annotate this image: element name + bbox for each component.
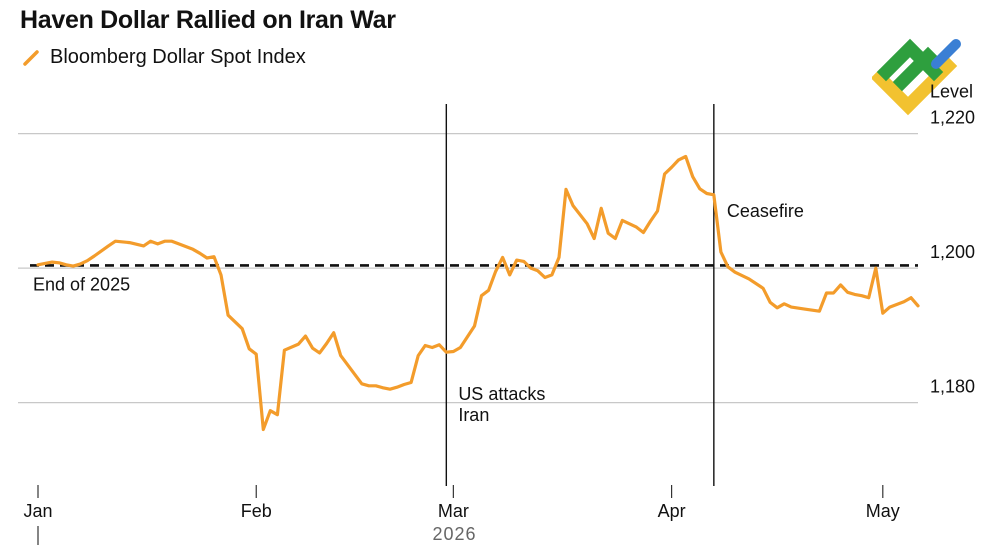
x-tick-label: May — [866, 501, 900, 521]
x-tick-label: Jan — [23, 501, 52, 521]
chart-title: Haven Dollar Rallied on Iran War — [20, 6, 396, 34]
y-tick-label: 1,220 — [930, 108, 975, 128]
y-axis-label: Level — [930, 82, 973, 102]
x-tick-label: Feb — [241, 501, 272, 521]
event-label: Ceasefire — [727, 201, 804, 221]
event-label: Iran — [458, 405, 489, 425]
event-label: US attacks — [458, 384, 545, 404]
x-tick-label: Mar — [438, 501, 469, 521]
brand-logo-icon — [872, 38, 961, 116]
reference-line-label: End of 2025 — [33, 274, 130, 294]
y-tick-label: 1,200 — [930, 242, 975, 262]
series-line — [36, 154, 920, 432]
x-tick-label: Apr — [658, 501, 686, 521]
legend-swatch — [22, 49, 40, 67]
x-axis-year-label: 2026 — [432, 524, 476, 544]
y-tick-label: 1,180 — [930, 377, 975, 397]
legend: Bloomberg Dollar Spot Index — [22, 46, 306, 69]
legend-label: Bloomberg Dollar Spot Index — [50, 46, 306, 68]
